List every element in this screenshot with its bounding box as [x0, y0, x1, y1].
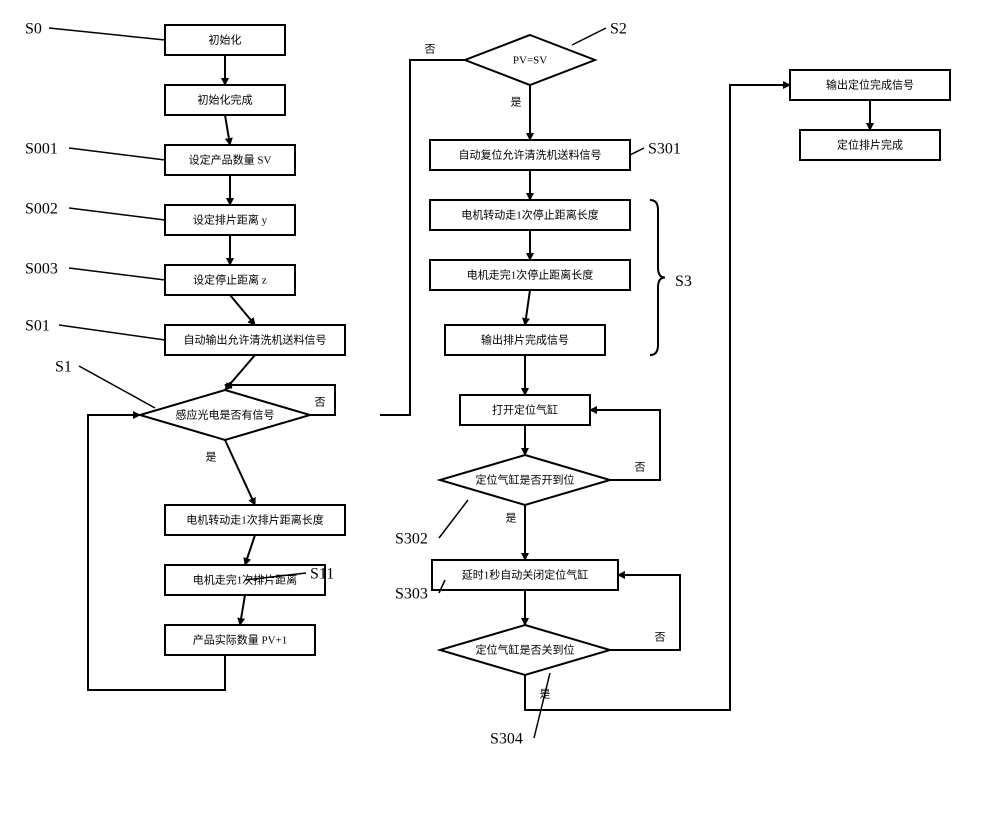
step-label: S002	[25, 201, 58, 218]
process-box-text: 初始化完成	[198, 93, 253, 107]
process-box-text: 输出排片完成信号	[481, 333, 569, 347]
callout-line	[59, 325, 165, 340]
decision-text: 定位气缸是否开到位	[476, 473, 575, 487]
flowchart-diagram: 是是是否否否否是初始化初始化完成设定产品数量 SV设定排片距离 y设定停止距离 …	[0, 0, 1000, 820]
flow-arrow	[240, 595, 245, 625]
step-label: S01	[25, 318, 50, 335]
decision-text: 感应光电是否有信号	[176, 408, 275, 422]
step-label: S302	[395, 531, 428, 548]
process-box-text: 电机走完1次停止距离长度	[467, 268, 594, 282]
process-box-text: 延时1秒自动关闭定位气缸	[462, 568, 589, 582]
process-box-text: 产品实际数量 PV+1	[193, 633, 288, 647]
callout-line	[79, 366, 155, 408]
process-box-text: 设定产品数量 SV	[189, 153, 272, 167]
callout-line	[69, 148, 165, 160]
flow-arrow	[245, 535, 255, 565]
step-label: S11	[310, 566, 334, 583]
flow-path	[590, 410, 660, 480]
edge-label: 是	[506, 512, 517, 525]
step-label: S2	[610, 21, 627, 38]
callout-line	[69, 208, 165, 220]
callout-line	[439, 500, 468, 538]
edge-label: 否	[655, 632, 666, 644]
edge-label: 是	[206, 451, 217, 464]
process-box-text: 电机转动走1次停止距离长度	[461, 208, 599, 222]
callout-line	[534, 673, 550, 738]
process-box-text: 定位排片完成	[837, 138, 903, 152]
edge-label: 是	[511, 96, 522, 109]
flow-path	[380, 60, 465, 415]
flow-arrow	[225, 440, 255, 505]
process-box-text: 电机转动走1次排片距离长度	[186, 513, 324, 527]
step-label: S301	[648, 141, 681, 158]
process-box-text: 自动复位允许清洗机送料信号	[459, 148, 602, 162]
process-box-text: 打开定位气缸	[492, 403, 558, 417]
step-label: S1	[55, 359, 72, 376]
step-label: S0	[25, 21, 42, 38]
process-box-text: 设定排片距离 y	[193, 213, 268, 227]
flow-arrow	[230, 295, 255, 325]
process-box-text: 自动输出允许清洗机送料信号	[184, 333, 327, 347]
decision-text: PV=SV	[513, 55, 547, 67]
process-box-text: 输出定位完成信号	[826, 78, 914, 92]
callout-line	[49, 28, 165, 40]
callout-line	[69, 268, 165, 280]
step-label: S303	[395, 586, 428, 603]
flow-arrow	[525, 290, 530, 325]
process-box-text: 设定停止距离 z	[193, 273, 267, 287]
brace	[650, 200, 665, 355]
callout-line	[630, 148, 644, 155]
flow-arrow	[225, 115, 230, 145]
step-label: S003	[25, 261, 58, 278]
labels-layer: S0 S001 S002 S003 S01 S1 S11 S2 S301 S3 S302 S303 S3…	[25, 21, 692, 748]
step-label: S001	[25, 141, 58, 158]
step-label: S304	[490, 731, 523, 748]
step-label: S3	[675, 273, 692, 290]
decision-text: 定位气缸是否关到位	[476, 643, 575, 657]
edge-label: 否	[425, 44, 436, 56]
process-box-text: 初始化	[209, 33, 242, 47]
edge-label: 否	[315, 397, 326, 409]
flow-path	[610, 575, 680, 650]
callout-line	[572, 28, 606, 45]
edge-label: 否	[635, 462, 646, 474]
